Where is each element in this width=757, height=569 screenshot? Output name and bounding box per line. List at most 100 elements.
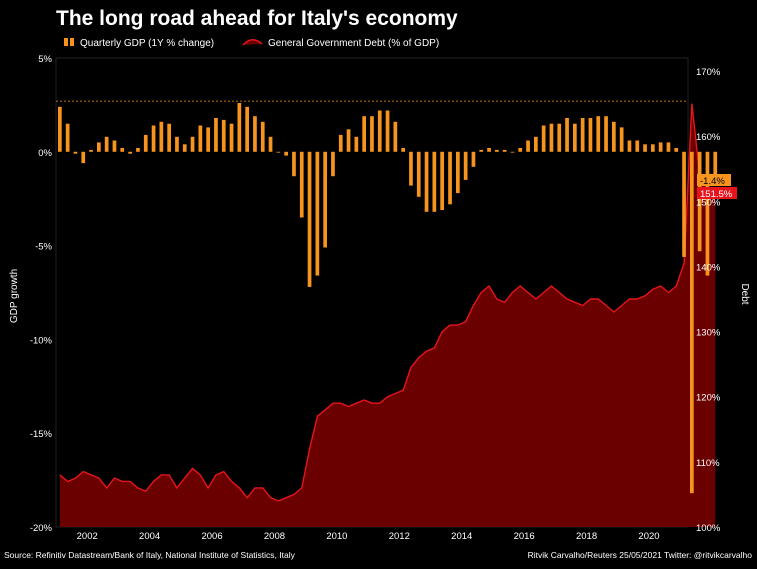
gdp-bar: [479, 149, 484, 152]
gdp-bar: [362, 116, 366, 152]
credit-note: Ritvik Carvalho/Reuters 25/05/2021 Twitt…: [528, 550, 753, 560]
end-label-debt-box: [697, 187, 737, 199]
legend-label-debt: General Government Debt (% of GDP): [268, 38, 439, 49]
gdp-bar: [214, 118, 218, 152]
gdp-bar: [229, 123, 234, 152]
left-tick-label: -5%: [35, 242, 52, 253]
gdp-bar: [432, 151, 437, 212]
x-tick-label: 2002: [77, 531, 98, 542]
x-tick-label: 2012: [389, 531, 410, 542]
gdp-bar: [292, 151, 296, 177]
gdp-bar: [619, 127, 624, 152]
legend: Quarterly GDP (1Y % change) General Gove…: [64, 38, 439, 49]
gdp-bar: [627, 140, 632, 152]
gdp-bar: [182, 144, 187, 152]
gdp-bar: [612, 121, 616, 152]
gdp-bar: [666, 142, 671, 152]
gdp-bar: [323, 151, 327, 248]
gdp-bar: [440, 151, 444, 210]
gdp-bar: [143, 134, 148, 152]
gdp-bar: [557, 123, 562, 152]
gdp-bar: [245, 106, 249, 152]
gdp-bar: [697, 151, 702, 252]
x-tick-label: 2020: [638, 531, 659, 542]
left-tick-label: -10%: [30, 335, 53, 346]
right-tick-label: 140%: [696, 262, 721, 273]
gdp-bar: [393, 121, 398, 152]
gdp-bar: [221, 119, 226, 152]
x-tick-label: 2016: [514, 531, 535, 542]
gdp-bar: [299, 151, 304, 218]
gdp-bar: [658, 142, 663, 152]
gdp-bar: [690, 151, 694, 494]
source-note: Source: Refinitiv Datastream/Bank of Ita…: [4, 550, 296, 560]
x-tick-label: 2006: [201, 531, 222, 542]
gdp-bar: [81, 151, 86, 164]
left-tick-label: -20%: [30, 523, 53, 534]
gdp-bar: [526, 140, 530, 152]
gdp-bar: [635, 140, 640, 152]
gdp-bar: [338, 134, 343, 152]
left-tick-label: 0%: [38, 148, 52, 159]
gdp-bar: [175, 136, 179, 152]
debt-line: [59, 103, 716, 502]
right-tick-label: 120%: [696, 393, 721, 404]
right-tick-label: 110%: [696, 458, 720, 469]
x-tick-label: 2008: [264, 531, 285, 542]
gdp-bar: [307, 151, 312, 287]
gdp-bar: [549, 123, 554, 152]
gdp-bar: [331, 151, 335, 177]
gdp-bar: [112, 140, 117, 152]
legend-swatch-gdp-2: [70, 38, 74, 46]
gdp-bar: [354, 136, 359, 152]
gdp-bar: [206, 127, 210, 152]
gdp-bar: [73, 151, 78, 154]
chart-title: The long road ahead for Italy's economy: [56, 7, 458, 30]
gdp-bar: [604, 116, 608, 152]
gdp-bar: [89, 149, 93, 152]
gdp-bar: [198, 125, 203, 152]
end-label-debt-text: 151.5%: [700, 189, 733, 200]
gdp-bar: [471, 151, 476, 167]
gdp-bar: [268, 136, 273, 152]
gdp-bar: [97, 142, 101, 152]
gdp-bar: [253, 116, 257, 152]
gdp-bar: [346, 129, 351, 152]
end-label-gdp: -1.4%: [697, 174, 731, 187]
right-axis-ticks: 170% 160% 150% 140% 130% 120% 110% 100%: [696, 67, 721, 534]
gdp-bars: [58, 103, 718, 494]
gdp-bar: [315, 151, 320, 276]
gdp-bar: [541, 125, 546, 152]
legend-swatch-debt: [242, 39, 263, 46]
left-axis-title: GDP growth: [9, 269, 20, 323]
gdp-bar: [502, 149, 507, 152]
gdp-bar: [190, 136, 195, 152]
gdp-bar: [128, 151, 132, 154]
legend-swatch-gdp: [64, 38, 68, 46]
gdp-bar: [260, 121, 265, 152]
x-tick-label: 2018: [576, 531, 597, 542]
gdp-bar: [58, 106, 62, 152]
gdp-bar: [643, 144, 647, 152]
gdp-bar: [276, 151, 281, 153]
gdp-bar: [487, 148, 491, 152]
gdp-bar: [682, 151, 686, 257]
gdp-bar: [167, 123, 171, 152]
left-tick-label: 5%: [38, 54, 52, 65]
gdp-bar: [104, 136, 109, 152]
gdp-bar: [377, 110, 382, 152]
gdp-bar: [65, 123, 70, 152]
gdp-bar: [120, 148, 125, 152]
x-tick-label: 2014: [451, 531, 472, 542]
right-tick-label: 130%: [696, 328, 721, 339]
end-label-gdp-text: -1.4%: [700, 176, 725, 187]
gdp-bar: [510, 151, 515, 153]
right-tick-label: 160%: [696, 132, 721, 143]
end-label-debt: 151.5%: [697, 187, 737, 200]
gdp-bar: [448, 151, 452, 205]
gdp-bar: [573, 123, 577, 152]
gdp-bar: [370, 116, 374, 152]
gdp-bar: [424, 151, 429, 212]
